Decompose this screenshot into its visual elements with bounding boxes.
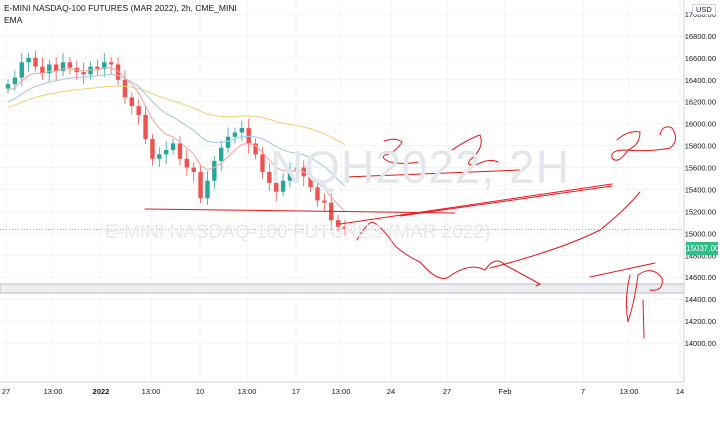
candle-body bbox=[102, 62, 107, 69]
y-tick-label: 14000.00 bbox=[685, 339, 716, 348]
x-tick-label: 13:00 bbox=[238, 387, 257, 396]
x-tick-label: 27 bbox=[2, 387, 10, 396]
x-tick-label: Feb bbox=[499, 387, 512, 396]
y-tick-label: 16600.00 bbox=[685, 54, 716, 63]
candle-body bbox=[163, 149, 169, 155]
candle-body bbox=[5, 84, 11, 89]
watermark-symbol: NQH2022, 2H bbox=[270, 141, 570, 193]
candle-body bbox=[239, 128, 245, 133]
last-price-label: 15037.00 bbox=[686, 242, 720, 255]
projection-drawing bbox=[489, 191, 641, 269]
y-tick-label: 15800.00 bbox=[685, 142, 716, 151]
candle-body bbox=[108, 62, 114, 65]
horizontal-band bbox=[0, 283, 685, 294]
candle-body bbox=[67, 62, 73, 68]
y-tick-label: 14200.00 bbox=[685, 317, 716, 326]
candle-body bbox=[150, 139, 155, 159]
trend-line-drawing bbox=[339, 183, 613, 225]
sketch-p-drawing bbox=[625, 270, 663, 323]
candle-body bbox=[342, 226, 348, 229]
x-tick-label: 27 bbox=[443, 387, 451, 396]
x-tick-label: 13:00 bbox=[332, 387, 351, 396]
candle-body bbox=[322, 200, 327, 203]
x-tick-label: 14 bbox=[676, 387, 684, 396]
candle-body bbox=[157, 154, 162, 159]
candle-body bbox=[225, 136, 231, 148]
candle-body bbox=[40, 66, 45, 74]
support-line-drawing bbox=[144, 208, 456, 214]
candle-body bbox=[12, 77, 18, 85]
candle-body bbox=[19, 62, 24, 78]
x-tick-label: 10 bbox=[196, 387, 204, 396]
candle-body bbox=[122, 79, 128, 98]
candle-body bbox=[253, 143, 258, 155]
y-tick-label: 15000.00 bbox=[685, 229, 716, 238]
candle-body bbox=[260, 154, 265, 172]
y-tick-label: 15400.00 bbox=[685, 185, 716, 194]
candle-body bbox=[308, 176, 313, 188]
candle-body bbox=[95, 66, 100, 69]
trend-line-drawing bbox=[399, 185, 613, 217]
y-tick-label: 14600.00 bbox=[685, 273, 716, 282]
y-tick-label: 15200.00 bbox=[685, 207, 716, 216]
projection-drawing bbox=[356, 221, 542, 287]
ema-fast-line bbox=[7, 67, 346, 212]
candle-body bbox=[60, 62, 66, 72]
y-tick-label: 16800.00 bbox=[685, 32, 716, 41]
candle-body bbox=[287, 171, 293, 181]
x-tick-label: 13:00 bbox=[44, 387, 63, 396]
target-stem-drawing bbox=[642, 299, 645, 339]
candle-body bbox=[198, 171, 203, 199]
candle-body bbox=[136, 106, 141, 115]
sketch-letter-drawing bbox=[451, 134, 499, 166]
candle-body bbox=[315, 187, 320, 201]
candle-body bbox=[232, 132, 238, 137]
ema-slow-line bbox=[7, 85, 346, 146]
candle-body bbox=[335, 220, 341, 227]
y-tick-label: 16000.00 bbox=[685, 120, 716, 129]
x-tick-label: 17 bbox=[292, 387, 300, 396]
candle-body bbox=[26, 57, 31, 63]
candle-body bbox=[205, 180, 210, 199]
sketch-80-drawing bbox=[611, 126, 676, 161]
candle-body bbox=[47, 64, 52, 74]
candle-body bbox=[267, 171, 272, 183]
resistance-line-drawing bbox=[345, 169, 521, 178]
candle-body bbox=[33, 57, 38, 67]
currency-button[interactable]: USD bbox=[692, 4, 716, 15]
candle-body bbox=[53, 64, 59, 72]
y-tick-label: 14400.00 bbox=[685, 295, 716, 304]
y-tick-label: 16400.00 bbox=[685, 76, 716, 85]
candle-body bbox=[177, 143, 183, 159]
x-tick-label: 2022 bbox=[93, 387, 110, 396]
y-tick-label: 14800.00 bbox=[685, 251, 716, 260]
ema-indicator-label[interactable]: EMA bbox=[4, 15, 23, 25]
candle-body bbox=[81, 72, 86, 75]
chart-title: E-MINI NASDAQ-100 FUTURES (MAR 2022), 2h… bbox=[4, 3, 237, 13]
x-tick-label: 13:00 bbox=[620, 387, 639, 396]
target-line-drawing bbox=[589, 262, 656, 278]
watermark-name: E-MINI NASDAQ-100 FUTURES (MAR 2022) bbox=[105, 222, 491, 243]
candle-body bbox=[274, 182, 279, 192]
candle-body bbox=[184, 158, 190, 168]
x-tick-label: 7 bbox=[581, 387, 585, 396]
x-tick-label: 24 bbox=[387, 387, 395, 396]
candle-body bbox=[191, 167, 196, 172]
candle-body bbox=[129, 97, 134, 107]
sketch-5-drawing bbox=[382, 138, 419, 164]
y-tick-label: 16200.00 bbox=[685, 98, 716, 107]
candle-body bbox=[212, 160, 217, 181]
candle-body bbox=[280, 180, 286, 192]
candle-body bbox=[115, 64, 121, 80]
y-tick-label: 15600.00 bbox=[685, 164, 716, 173]
x-tick-label: 13:00 bbox=[142, 387, 161, 396]
ema-mid-line bbox=[7, 73, 346, 187]
candle-body bbox=[143, 114, 148, 140]
candle-body bbox=[219, 147, 224, 161]
candle-body bbox=[170, 143, 176, 150]
